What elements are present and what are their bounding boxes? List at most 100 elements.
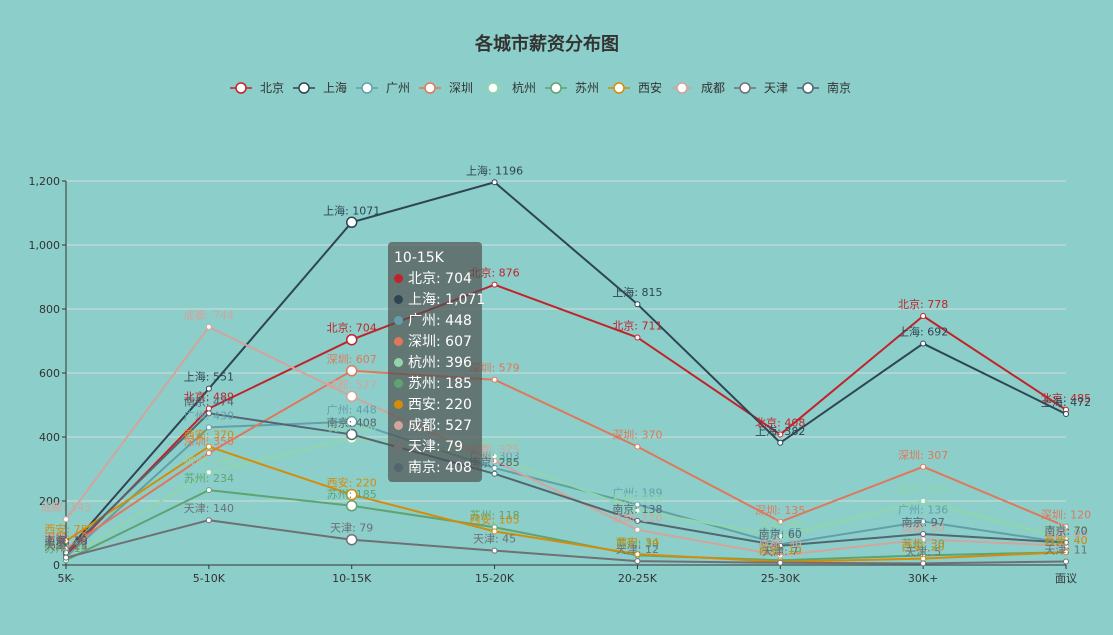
data-point[interactable] xyxy=(491,179,498,186)
x-tick-label: 15-20K xyxy=(475,572,515,585)
data-label: 苏州: 15 xyxy=(44,542,87,555)
data-point[interactable] xyxy=(345,488,358,501)
data-point[interactable] xyxy=(634,526,641,533)
legend-item[interactable]: 杭州 xyxy=(482,80,536,95)
series-line xyxy=(65,519,1067,565)
data-point[interactable] xyxy=(920,560,927,567)
data-point[interactable] xyxy=(491,458,498,464)
data-point[interactable] xyxy=(491,465,498,472)
legend-item[interactable]: 上海 xyxy=(293,80,347,95)
tooltip-text: 西安: 220 xyxy=(408,397,472,413)
data-point[interactable] xyxy=(920,463,927,470)
y-tick-label: 600 xyxy=(39,367,60,380)
series-line xyxy=(65,445,1067,563)
data-point[interactable] xyxy=(205,443,212,450)
data-point[interactable] xyxy=(205,487,212,494)
data-point[interactable] xyxy=(634,301,641,308)
data-point[interactable] xyxy=(1063,523,1069,530)
series-line xyxy=(65,181,1067,553)
tooltip-text: 北京: 704 xyxy=(408,271,472,287)
tooltip-row: 天津: 79 xyxy=(394,437,476,458)
tooltip-row: 深圳: 607 xyxy=(394,332,476,353)
tooltip-row: 成都: 527 xyxy=(394,416,476,437)
legend-label: 天津 xyxy=(764,81,788,95)
tooltip-dot-icon xyxy=(394,316,403,325)
data-label: 杭州: 200 xyxy=(898,482,948,496)
data-point[interactable] xyxy=(777,431,784,438)
data-label: 杭州: 20 xyxy=(44,540,87,554)
data-point[interactable] xyxy=(634,517,641,524)
data-label: 西安: 105 xyxy=(469,512,519,526)
chart-title: 各城市薪资分布图 xyxy=(474,33,619,55)
data-point[interactable] xyxy=(634,558,641,565)
data-point[interactable] xyxy=(345,216,358,229)
data-point[interactable] xyxy=(345,333,358,346)
data-point[interactable] xyxy=(205,517,212,524)
data-point[interactable] xyxy=(205,323,212,330)
data-point[interactable] xyxy=(345,390,358,403)
data-point[interactable] xyxy=(777,552,784,559)
data-point[interactable] xyxy=(345,428,358,441)
tooltip-row: 西安: 220 xyxy=(394,395,476,416)
data-point[interactable] xyxy=(491,470,498,477)
x-tick-label: 10-15K xyxy=(332,572,372,585)
data-point[interactable] xyxy=(63,516,69,523)
data-point[interactable] xyxy=(777,518,784,525)
data-point[interactable] xyxy=(777,542,784,549)
data-point[interactable] xyxy=(634,501,641,508)
data-point[interactable] xyxy=(205,450,212,456)
legend-marker xyxy=(235,82,247,94)
legend-label: 杭州 xyxy=(512,80,536,95)
legend-label: 西安 xyxy=(638,80,662,95)
data-point[interactable] xyxy=(920,498,927,504)
legend-item[interactable]: 西安 xyxy=(608,80,662,95)
data-point[interactable] xyxy=(345,365,358,377)
data-point[interactable] xyxy=(777,559,784,566)
legend-label: 上海 xyxy=(323,80,347,95)
data-point[interactable] xyxy=(634,334,641,341)
data-point[interactable] xyxy=(491,528,498,535)
data-point[interactable] xyxy=(634,443,641,450)
data-label: 北京: 711 xyxy=(612,318,662,332)
data-point[interactable] xyxy=(345,500,358,512)
data-point[interactable] xyxy=(345,415,358,428)
data-point[interactable] xyxy=(205,469,212,476)
legend-item[interactable]: 广州 xyxy=(356,81,410,95)
data-label: 天津: 11 xyxy=(1044,543,1087,556)
data-point[interactable] xyxy=(777,533,784,540)
data-point[interactable] xyxy=(63,538,69,544)
data-point[interactable] xyxy=(491,281,498,288)
data-point[interactable] xyxy=(634,507,641,514)
legend-label: 北京 xyxy=(260,81,284,95)
legend-item[interactable]: 成都 xyxy=(671,81,725,95)
legend-item[interactable]: 苏州 xyxy=(545,81,599,95)
data-point[interactable] xyxy=(205,385,212,392)
data-point[interactable] xyxy=(634,551,641,558)
data-point[interactable] xyxy=(920,340,927,347)
legend-item[interactable]: 北京 xyxy=(230,81,284,95)
data-point[interactable] xyxy=(920,530,927,537)
legend-item[interactable]: 深圳 xyxy=(419,81,473,95)
data-point[interactable] xyxy=(1063,558,1069,565)
data-label: 北京: 30 xyxy=(44,536,87,550)
data-point[interactable] xyxy=(1063,539,1069,546)
legend-item[interactable]: 南京 xyxy=(797,80,851,95)
data-point[interactable] xyxy=(920,518,927,525)
data-label: 南京: 70 xyxy=(1044,524,1087,538)
tooltip-dot-icon xyxy=(394,358,403,367)
data-point[interactable] xyxy=(491,547,498,554)
data-point[interactable] xyxy=(1063,410,1069,417)
data-point[interactable] xyxy=(920,313,927,320)
data-point[interactable] xyxy=(63,554,69,561)
data-point[interactable] xyxy=(491,376,498,383)
data-point[interactable] xyxy=(777,439,784,446)
legend-item[interactable]: 天津 xyxy=(734,81,788,95)
data-point[interactable] xyxy=(345,533,358,546)
data-label: 西安: 370 xyxy=(184,428,234,442)
data-label: 杭州: 396 xyxy=(327,419,377,433)
data-point[interactable] xyxy=(205,424,212,431)
data-point[interactable] xyxy=(63,549,69,556)
data-point[interactable] xyxy=(205,410,212,417)
data-point[interactable] xyxy=(1063,549,1069,556)
axes: 0 200 400 600 800 1,000 1,200 5K- 5-10K 10-15K 15-… xyxy=(29,175,1078,585)
